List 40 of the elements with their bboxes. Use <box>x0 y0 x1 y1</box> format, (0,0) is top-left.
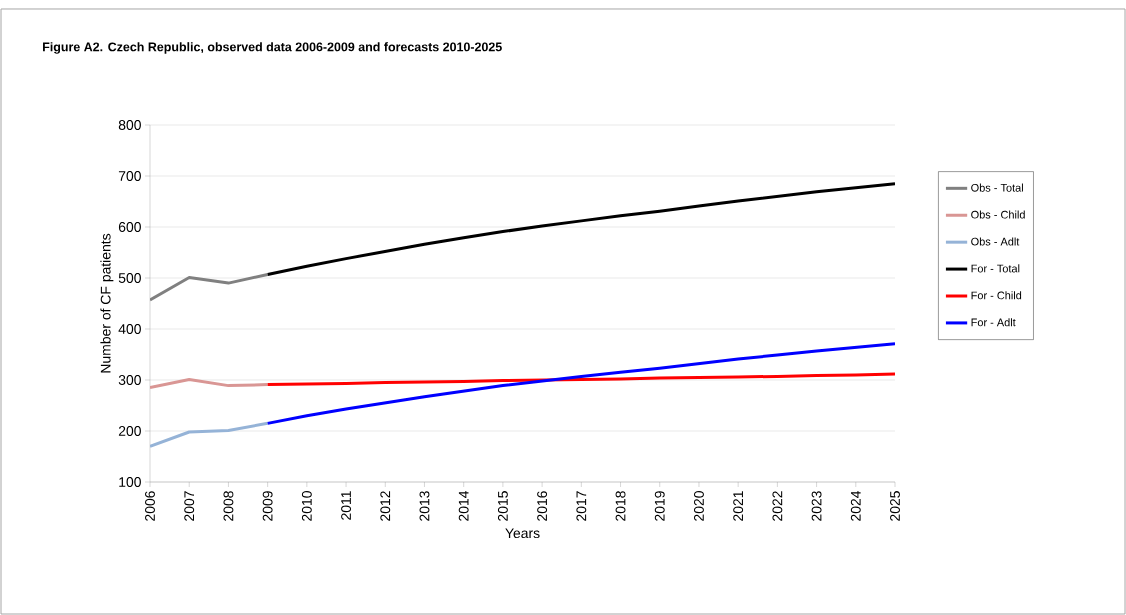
x-tick-label: 2012 <box>380 491 391 521</box>
x-tick-label: 2023 <box>811 491 822 521</box>
line-series <box>150 272 270 302</box>
y-tick-label: 800 <box>118 120 141 130</box>
y-tick-label: 200 <box>118 426 141 436</box>
legend-label: Obs - Child <box>971 210 1025 219</box>
legend-label: Obs - Adlt <box>971 237 1020 246</box>
y-tick-label: 300 <box>118 375 141 385</box>
y-tick-label: 100 <box>119 477 141 487</box>
x-tick-label: 2013 <box>419 491 430 521</box>
y-tick-label: 700 <box>118 171 141 181</box>
chart-title: Figure A2. Czech Republic, observed data 2006-2009 and forecasts 2010-2025 <box>43 42 502 54</box>
legend-label: For - Total <box>971 264 1020 273</box>
x-tick-label: 2011 <box>341 491 351 520</box>
x-tick-label: 2008 <box>223 491 234 521</box>
x-tick-label: 2006 <box>145 491 155 521</box>
x-tick-label: 2021 <box>733 491 744 521</box>
y-axis-title: Number of CF patients <box>100 233 114 373</box>
x-tick-label: 2024 <box>850 490 861 521</box>
y-tick-label: 400 <box>118 324 141 334</box>
line-series <box>150 377 270 390</box>
x-tick-label: 2025 <box>890 491 900 521</box>
x-tick-label: 2019 <box>654 491 665 521</box>
legend-label: For - Adlt <box>971 318 1016 327</box>
legend-label: Obs - Total <box>971 183 1023 192</box>
legend-label: For - Child <box>971 291 1022 300</box>
line-series <box>150 421 270 448</box>
x-tick-label: 2022 <box>772 491 783 521</box>
x-tick-label: 2016 <box>537 491 548 521</box>
x-tick-label: 2020 <box>694 491 704 521</box>
x-tick-label: 2010 <box>301 491 312 521</box>
x-tick-label: 2017 <box>576 491 587 521</box>
x-tick-label: 2014 <box>458 490 469 521</box>
x-axis-title: Years <box>505 528 540 539</box>
x-tick-label: 2007 <box>184 491 195 521</box>
x-tick-label: 2018 <box>615 491 626 521</box>
y-tick-label: 500 <box>118 273 141 283</box>
x-tick-label: 2009 <box>262 491 273 521</box>
y-tick-label: 600 <box>118 222 141 232</box>
x-tick-label: 2015 <box>497 491 508 521</box>
